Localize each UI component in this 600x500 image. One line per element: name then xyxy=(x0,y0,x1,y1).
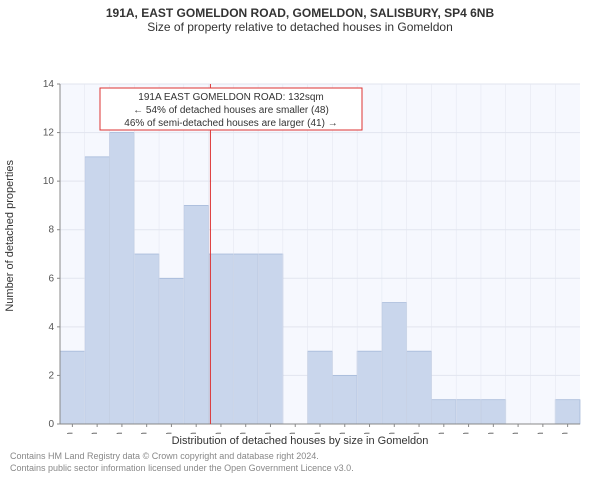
bar xyxy=(456,400,481,424)
svg-text:177sqm: 177sqm xyxy=(287,432,298,434)
bar xyxy=(184,205,209,424)
svg-text:98sqm: 98sqm xyxy=(139,432,150,434)
svg-text:111sqm: 111sqm xyxy=(163,432,174,434)
svg-text:12: 12 xyxy=(43,128,55,139)
svg-text:8: 8 xyxy=(48,225,54,236)
svg-text:0: 0 xyxy=(48,419,54,430)
svg-text:10: 10 xyxy=(43,176,55,187)
svg-text:282sqm: 282sqm xyxy=(485,432,496,434)
annotation-line1: 191A EAST GOMELDON ROAD: 132sqm xyxy=(138,92,323,103)
svg-text:4: 4 xyxy=(48,322,54,333)
annotation-line3: 46% of semi-detached houses are larger (… xyxy=(124,118,337,129)
bar xyxy=(110,133,135,424)
svg-text:6: 6 xyxy=(48,273,54,284)
bar xyxy=(308,351,333,424)
bar xyxy=(60,351,85,424)
bar xyxy=(332,375,357,424)
bar xyxy=(481,400,506,424)
page-title-address: 191A, EAST GOMELDON ROAD, GOMELDON, SALI… xyxy=(0,0,600,20)
bar xyxy=(85,157,110,424)
svg-text:190sqm: 190sqm xyxy=(312,432,323,434)
bar xyxy=(159,278,184,424)
svg-text:138sqm: 138sqm xyxy=(213,432,224,434)
svg-text:203sqm: 203sqm xyxy=(337,432,348,434)
svg-text:255sqm: 255sqm xyxy=(436,432,447,434)
bar xyxy=(258,254,283,424)
svg-text:2: 2 xyxy=(48,370,54,381)
page-subtitle: Size of property relative to detached ho… xyxy=(0,20,600,34)
svg-text:72sqm: 72sqm xyxy=(89,432,100,434)
bar xyxy=(233,254,258,424)
svg-text:321sqm: 321sqm xyxy=(560,432,571,434)
bar xyxy=(382,303,407,424)
bar xyxy=(407,351,432,424)
bar xyxy=(555,400,580,424)
svg-text:216sqm: 216sqm xyxy=(362,432,373,434)
x-axis-label: Distribution of detached houses by size … xyxy=(0,435,600,447)
y-axis-label: Number of detached properties xyxy=(4,160,16,312)
svg-text:269sqm: 269sqm xyxy=(461,432,472,434)
svg-text:85sqm: 85sqm xyxy=(114,432,125,434)
svg-text:14: 14 xyxy=(43,79,55,90)
svg-text:151sqm: 151sqm xyxy=(238,432,249,434)
svg-text:125sqm: 125sqm xyxy=(188,432,199,434)
annotation-line2: ← 54% of detached houses are smaller (48… xyxy=(133,105,329,116)
svg-text:308sqm: 308sqm xyxy=(535,432,546,434)
bar xyxy=(357,351,382,424)
bar xyxy=(209,254,234,424)
svg-text:229sqm: 229sqm xyxy=(386,432,397,434)
svg-text:295sqm: 295sqm xyxy=(510,432,521,434)
footer-copyright-2: Contains public sector information licen… xyxy=(10,463,590,475)
bar xyxy=(134,254,159,424)
bar xyxy=(431,400,456,424)
svg-text:242sqm: 242sqm xyxy=(411,432,422,434)
footer-copyright-1: Contains HM Land Registry data © Crown c… xyxy=(10,451,590,463)
svg-text:164sqm: 164sqm xyxy=(262,432,273,434)
svg-text:59sqm: 59sqm xyxy=(64,432,75,434)
histogram-chart: 0 2 4 6 8 10 12 14 59sqm 72sqm 85sqm 98sqm 111sqm 125… xyxy=(0,34,600,434)
